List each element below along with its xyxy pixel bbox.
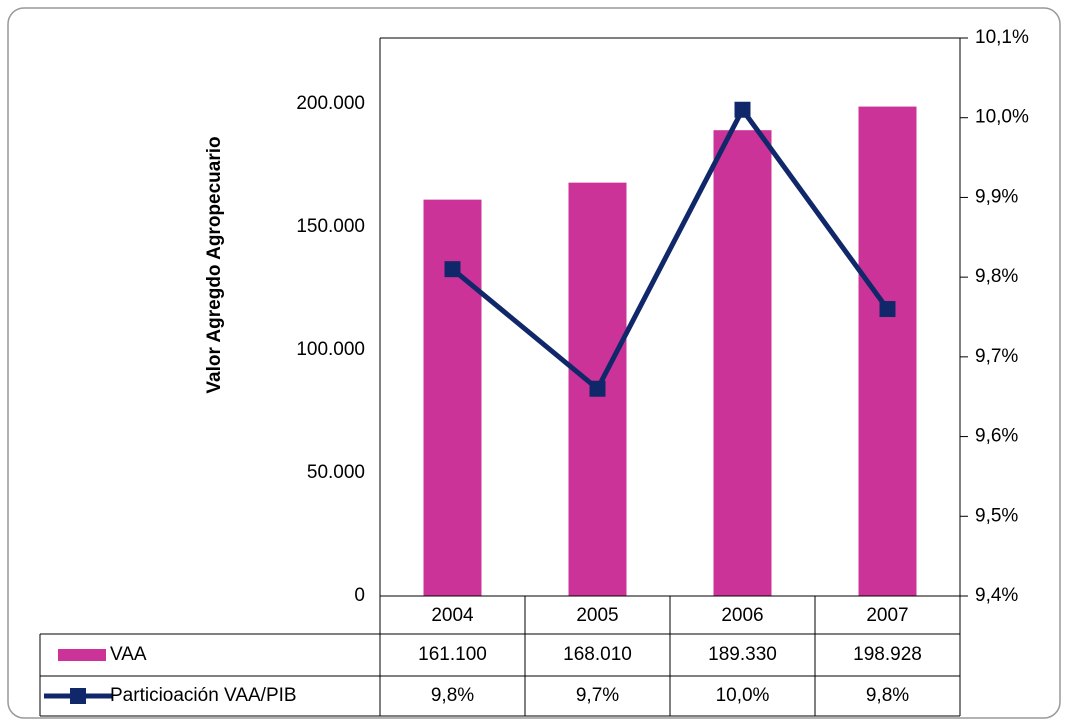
marker — [444, 261, 461, 278]
legend-swatch — [58, 649, 106, 661]
marker — [734, 101, 751, 118]
table-value: 10,0% — [716, 685, 770, 706]
x-tick-label: 2007 — [866, 605, 908, 626]
table-value: 198.928 — [853, 644, 922, 665]
table-value: 9,8% — [866, 685, 909, 706]
bar — [713, 130, 772, 596]
marker — [589, 380, 606, 397]
table-value: 9,8% — [431, 685, 474, 706]
y-tick-label: 200.000 — [296, 93, 365, 114]
y2-tick-label: 10,0% — [975, 107, 1029, 128]
legend-label: Particioación VAA/PIB — [110, 685, 297, 706]
legend-marker — [70, 688, 86, 704]
legend-label: VAA — [110, 644, 147, 665]
line — [450, 105, 890, 393]
x-tick-label: 2006 — [721, 605, 763, 626]
y-tick-label: 150.000 — [296, 216, 365, 237]
y2-tick-label: 9,7% — [975, 346, 1018, 367]
bar — [858, 106, 917, 596]
y2-tick-label: 9,6% — [975, 426, 1018, 447]
y2-tick-label: 9,4% — [975, 585, 1018, 606]
bar — [423, 199, 482, 596]
marker — [879, 301, 896, 318]
x-tick-label: 2004 — [431, 605, 474, 626]
table-value: 168.010 — [563, 644, 632, 665]
table-value: 161.100 — [418, 644, 487, 665]
y2-tick-label: 10,1% — [975, 27, 1029, 48]
x-tick-label: 2005 — [576, 605, 618, 626]
y2-tick-label: 9,5% — [975, 505, 1018, 526]
table-value: 9,7% — [576, 685, 619, 706]
y2-tick-label: 9,8% — [975, 266, 1018, 287]
y-tick-label: 100.000 — [296, 339, 365, 360]
table-value: 189.330 — [708, 644, 777, 665]
y-axis-title: Valor Agregdo Agropecuario — [204, 136, 225, 393]
y-tick-label: 0 — [354, 585, 365, 606]
y-tick-label: 50.000 — [307, 462, 365, 483]
y2-tick-label: 9,9% — [975, 186, 1018, 207]
